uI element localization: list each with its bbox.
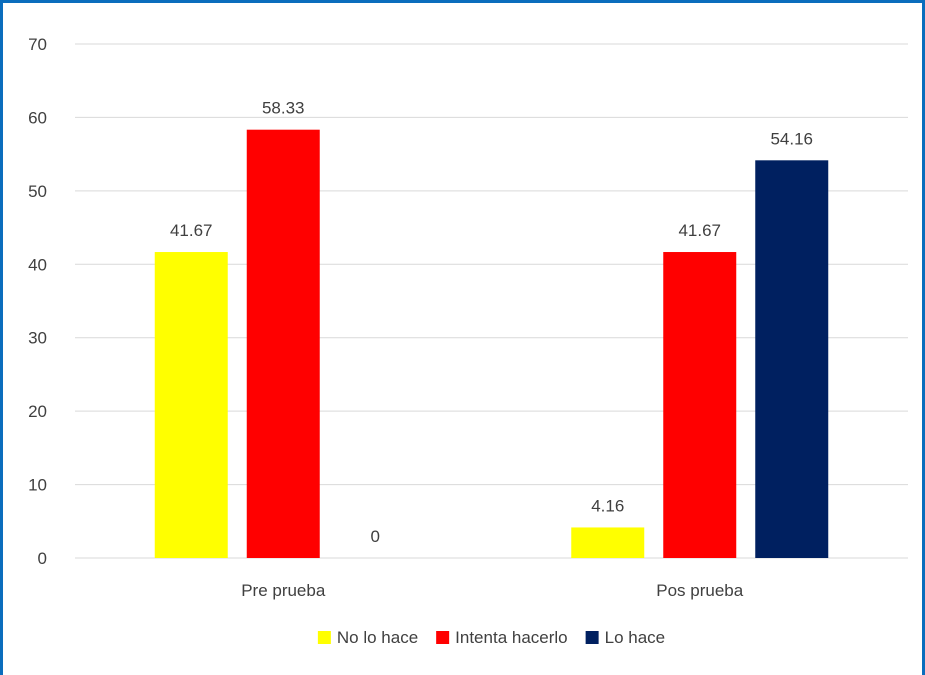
bar-pre-1 <box>247 130 320 558</box>
legend-label: Intenta hacerlo <box>455 628 567 647</box>
y-tick-label: 10 <box>28 476 47 495</box>
data-label: 0 <box>371 527 380 546</box>
legend-swatch-1 <box>436 631 449 644</box>
legend-swatch-0 <box>318 631 331 644</box>
x-category-label: Pos prueba <box>656 581 743 600</box>
y-tick-label: 70 <box>28 35 47 54</box>
y-tick-label: 0 <box>38 549 47 568</box>
bar-pre-0 <box>155 252 228 558</box>
legend-swatch-2 <box>586 631 599 644</box>
y-tick-label: 30 <box>28 329 47 348</box>
data-label: 58.33 <box>262 99 305 118</box>
y-tick-label: 20 <box>28 402 47 421</box>
y-tick-label: 40 <box>28 255 47 274</box>
legend-label: No lo hace <box>337 628 418 647</box>
data-label: 54.16 <box>770 129 813 148</box>
bar-pos-1 <box>663 252 736 558</box>
x-category-label: Pre prueba <box>241 581 326 600</box>
data-label: 41.67 <box>170 221 213 240</box>
data-label: 41.67 <box>678 221 721 240</box>
y-tick-label: 60 <box>28 108 47 127</box>
legend-label: Lo hace <box>605 628 666 647</box>
data-label: 4.16 <box>591 496 624 515</box>
bar-pos-0 <box>571 527 644 558</box>
bar-pos-2 <box>755 160 828 558</box>
y-tick-label: 50 <box>28 182 47 201</box>
